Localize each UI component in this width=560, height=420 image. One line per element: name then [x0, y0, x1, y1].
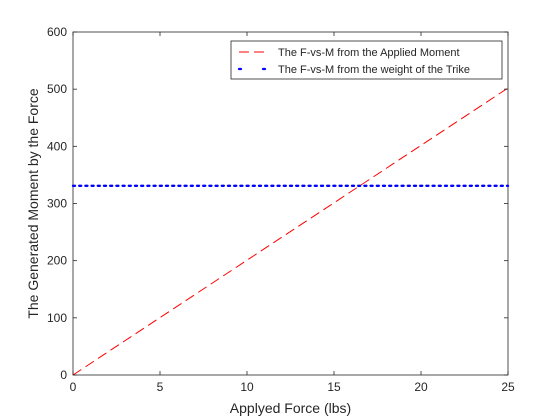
y-tick-label: 0 [60, 368, 67, 382]
series-line-0 [72, 87, 509, 376]
plot-frame [72, 31, 509, 376]
y-tick-label: 400 [47, 139, 67, 153]
legend-entry-trike-weight: The F-vs-M from the weight of the Trike [278, 64, 470, 76]
x-tick-label: 0 [70, 380, 77, 394]
ticks-layer: 0 5 10 15 20 25 0 100 200 300 400 500 600 [47, 25, 515, 394]
x-tick-label: 20 [414, 380, 428, 394]
plot-area [72, 31, 509, 376]
y-tick-label: 200 [47, 254, 67, 268]
legend-box [230, 40, 503, 80]
y-tick-label: 100 [47, 311, 67, 325]
legend: The F-vs-M from the Applied Moment The F… [230, 40, 503, 80]
y-axis-label: The Generated Moment by the Force [25, 88, 41, 319]
y-tick-label: 600 [47, 25, 67, 39]
legend-entry-applied-moment: The F-vs-M from the Applied Moment [278, 47, 460, 59]
x-tick-label: 10 [240, 380, 254, 394]
series-layer [71, 87, 510, 376]
y-tick-label: 500 [47, 82, 67, 96]
x-tick-label: 15 [327, 380, 341, 394]
x-axis-label: Applyed Force (lbs) [230, 400, 351, 416]
y-tick-label: 300 [47, 197, 67, 211]
x-tick-label: 25 [501, 380, 515, 394]
x-tick-label: 5 [157, 380, 164, 394]
